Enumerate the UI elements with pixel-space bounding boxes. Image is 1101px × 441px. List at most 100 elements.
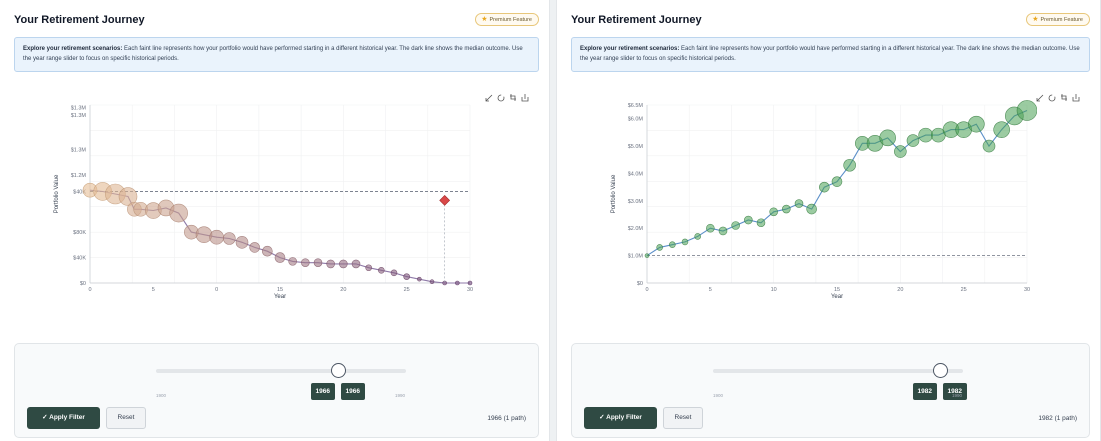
download-icon[interactable] <box>1072 89 1080 102</box>
y-axis-label: Portfolio Value <box>611 174 617 213</box>
slider-max-label: 1990 <box>952 393 963 398</box>
data-point <box>669 241 676 248</box>
info-bold: Explore your retirement scenarios: <box>580 46 680 52</box>
x-tick-label: 5 <box>709 287 712 293</box>
y-tick-label: $40K <box>73 256 86 262</box>
x-tick-label: 15 <box>277 287 283 293</box>
data-point <box>906 134 920 147</box>
panel-title: Your Retirement Journey <box>14 14 145 26</box>
zoom-icon[interactable] <box>485 89 493 102</box>
data-point <box>195 226 213 243</box>
data-point <box>879 129 896 147</box>
premium-badge: ★ Premium Feature <box>475 13 539 26</box>
data-point <box>326 259 335 269</box>
x-tick-label: 0 <box>645 287 648 293</box>
y-tick-label: $6.5M <box>628 103 644 109</box>
data-point <box>794 199 804 208</box>
reset-button[interactable]: Reset <box>663 407 703 429</box>
premium-badge: ★ Premium Feature <box>1026 13 1090 26</box>
restore-icon[interactable] <box>509 89 517 101</box>
info-text: Each faint line represents how your port… <box>23 46 523 62</box>
y-tick-label: $6.0M <box>628 117 644 123</box>
info-bold: Explore your retirement scenarios: <box>23 46 123 52</box>
path-status: 1982 (1 path) <box>1038 415 1077 422</box>
apply-filter-label: Apply Filter <box>49 414 85 421</box>
data-point <box>806 203 817 215</box>
refresh-icon[interactable] <box>497 89 505 102</box>
apply-filter-button[interactable]: ✓ Apply Filter <box>27 407 100 429</box>
chart-toolbar <box>1036 89 1080 102</box>
retirement-panel-1: Your Retirement Journey ★ Premium Feature… <box>0 0 550 441</box>
x-tick-label: 20 <box>897 287 903 293</box>
data-point <box>968 115 985 133</box>
data-point <box>235 236 249 249</box>
portfolio-chart: $0 $1.0M $2.0M $3.0M $4.0M $5.0M $6.0M $6.5M 0 5 1… <box>611 100 1037 300</box>
year-slider-track[interactable] <box>156 369 406 373</box>
data-point <box>681 238 689 246</box>
year-slider-track[interactable] <box>713 369 963 373</box>
check-icon: ✓ <box>42 414 50 421</box>
y-tick-label: $1.3M <box>71 106 87 112</box>
apply-filter-button[interactable]: ✓ Apply Filter <box>584 407 657 429</box>
data-point <box>365 264 372 272</box>
apply-filter-label: Apply Filter <box>606 414 642 421</box>
info-text: Each faint line represents how your port… <box>580 46 1080 62</box>
refresh-icon[interactable] <box>1048 89 1056 102</box>
slider-min-label: 1900 <box>713 393 724 398</box>
year-slider-handle[interactable] <box>331 363 346 378</box>
y-tick-label: $3.0M <box>628 199 644 205</box>
data-point <box>378 266 385 274</box>
x-tick-label: 25 <box>404 287 410 293</box>
y-tick-label: $1.3M <box>71 148 87 154</box>
data-point <box>782 204 791 214</box>
data-point <box>209 229 224 245</box>
x-tick-label: 20 <box>340 287 346 293</box>
panel-title: Your Retirement Journey <box>571 14 702 26</box>
premium-badge-label: Premium Feature <box>489 17 533 23</box>
y-tick-label: $0 <box>80 281 86 287</box>
data-point <box>894 145 907 158</box>
data-point <box>390 269 398 277</box>
data-point <box>262 245 273 257</box>
restore-icon[interactable] <box>1060 89 1068 101</box>
star-icon: ★ <box>1032 16 1039 23</box>
data-point <box>288 257 297 266</box>
data-point <box>403 273 410 280</box>
y-tick-label: $4.0M <box>628 171 644 177</box>
data-point <box>656 244 663 251</box>
year-filter: 1966 1966 1900 1990 ✓ Apply Filter Reset… <box>14 343 539 438</box>
x-tick-label: 0 <box>215 287 218 293</box>
y-tick-label: $1.3M <box>71 113 87 119</box>
star-icon: ★ <box>481 16 488 23</box>
data-point <box>918 127 933 143</box>
download-icon[interactable] <box>521 89 529 102</box>
slider-end-label: 1982 <box>942 383 967 400</box>
y-tick-label: $80K <box>73 230 86 236</box>
reset-button[interactable]: Reset <box>106 407 146 429</box>
data-point <box>467 280 473 286</box>
y-tick-label: $1.2M <box>71 173 87 179</box>
data-point <box>831 176 843 187</box>
retirement-panel-2: Your Retirement Journey ★ Premium Feature… <box>556 0 1101 441</box>
year-filter: 1982 1982 1900 1990 ✓ Apply Filter Reset… <box>571 343 1090 438</box>
data-point <box>118 187 138 206</box>
y-tick-label: $1.0M <box>628 254 644 260</box>
data-point <box>339 259 348 269</box>
y-tick-label: $5.0M <box>628 144 644 150</box>
y-tick-label: $2.0M <box>628 226 644 232</box>
data-point <box>249 242 260 253</box>
data-point <box>843 158 856 172</box>
x-tick-label: 10 <box>771 287 777 293</box>
data-point <box>706 223 715 233</box>
data-point <box>718 226 728 236</box>
data-point <box>769 207 778 217</box>
data-point <box>993 121 1010 138</box>
zoom-icon[interactable] <box>1036 89 1044 102</box>
y-tick-label: $40K <box>73 189 86 195</box>
slider-min-label: 1900 <box>156 393 167 398</box>
check-icon: ✓ <box>599 414 607 421</box>
data-point <box>351 259 361 269</box>
x-axis-label: Year <box>274 294 286 300</box>
year-slider-handle[interactable] <box>933 363 948 378</box>
path-status: 1966 (1 path) <box>487 415 526 422</box>
